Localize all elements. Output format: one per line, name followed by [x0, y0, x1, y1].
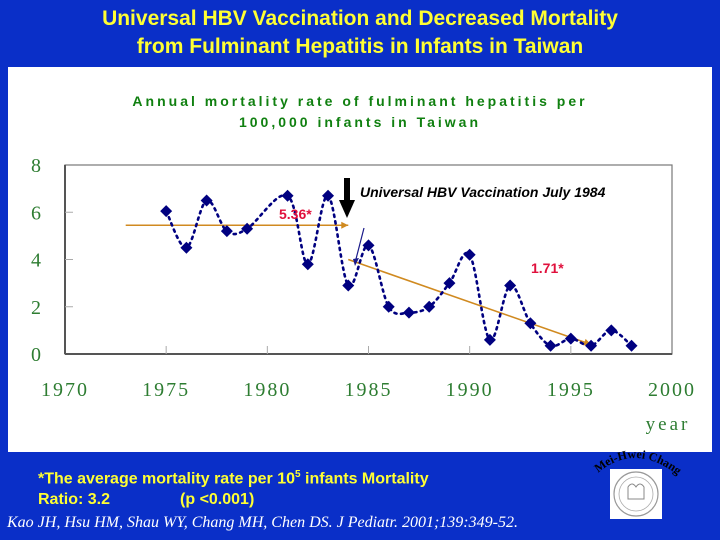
x-tick-label: 2000: [648, 379, 696, 401]
data-point: [585, 339, 598, 352]
slide-title: Universal HBV Vaccination and Decreased …: [0, 5, 720, 61]
y-tick-label: 2: [31, 297, 41, 319]
seal-icon: Mei-Hwei Chang: [592, 447, 684, 519]
x-axis-ticks: 1970 1975 1980 1985 1990 1995 2000: [41, 346, 696, 401]
seal-logo: Mei-Hwei Chang: [590, 447, 686, 519]
vaccination-arrow-icon: [339, 178, 355, 218]
y-tick-label: 0: [31, 344, 41, 366]
data-point: [241, 222, 254, 235]
trend-arrowhead: [341, 221, 349, 229]
data-point: [625, 339, 638, 352]
footnote-line-1: *The average mortality rate per 105 infa…: [38, 464, 429, 489]
title-line-2: from Fulminant Hepatitis in Infants in T…: [136, 35, 584, 58]
data-point: [281, 189, 294, 202]
data-point: [423, 300, 436, 313]
post-vaccination-rate-label: 1.71*: [531, 260, 564, 276]
citation: Kao JH, Hsu HM, Shau WY, Chang MH, Chen …: [7, 514, 518, 531]
p-value: (p <0.001): [180, 491, 255, 509]
x-tick-label: 1980: [243, 379, 291, 401]
footnote-text-b: infants Mortality: [300, 470, 429, 488]
x-tick-label: 1985: [345, 379, 393, 401]
data-point: [301, 258, 314, 271]
y-axis-ticks: 0 2 4 6 8: [31, 155, 73, 366]
footnote-line-2: Ratio: 3.2 (p <0.001): [38, 489, 429, 510]
x-tick-label: 1975: [142, 379, 190, 401]
data-point: [443, 277, 456, 290]
data-point: [524, 317, 537, 330]
data-point: [362, 239, 375, 252]
footnote-text-a: *The average mortality rate per 10: [38, 470, 296, 488]
y-tick-label: 4: [31, 250, 41, 272]
trend-lines: [125, 221, 592, 346]
x-tick-label: 1995: [547, 379, 595, 401]
y-tick-label: 6: [31, 202, 41, 224]
data-point: [160, 205, 173, 218]
pre-vaccination-rate-label: 5.36*: [279, 206, 312, 222]
chart-title: Annual mortality rate of fulminant hepat…: [0, 91, 720, 133]
chart-title-line-1: Annual mortality rate of fulminant hepat…: [132, 93, 588, 109]
data-point: [463, 248, 476, 261]
x-axis-label: year: [646, 414, 691, 435]
x-tick-label: 1990: [446, 379, 494, 401]
data-point: [342, 279, 355, 292]
y-tick-label: 8: [31, 155, 41, 177]
mortality-ratio: Ratio: 3.2: [38, 491, 111, 509]
data-point: [402, 306, 415, 319]
vaccination-annotation: Universal HBV Vaccination July 1984: [360, 184, 606, 200]
series-markers: [160, 189, 638, 352]
footnote: *The average mortality rate per 105 infa…: [38, 464, 429, 510]
data-point: [564, 332, 577, 345]
pointer-arrow-icon: [353, 227, 365, 266]
trend-line: [348, 258, 592, 346]
data-point: [220, 225, 233, 238]
x-tick-label: 1970: [41, 379, 89, 401]
data-point: [322, 189, 335, 202]
data-point: [180, 241, 193, 254]
footnote-superscript: 5: [295, 469, 301, 480]
data-point: [504, 279, 517, 292]
chart-title-line-2: 100,000 infants in Taiwan: [238, 114, 482, 130]
data-point: [483, 333, 496, 346]
title-line-1: Universal HBV Vaccination and Decreased …: [102, 7, 618, 30]
data-point: [605, 324, 618, 337]
data-point: [382, 300, 395, 313]
data-point: [200, 194, 213, 207]
data-point: [544, 339, 557, 352]
